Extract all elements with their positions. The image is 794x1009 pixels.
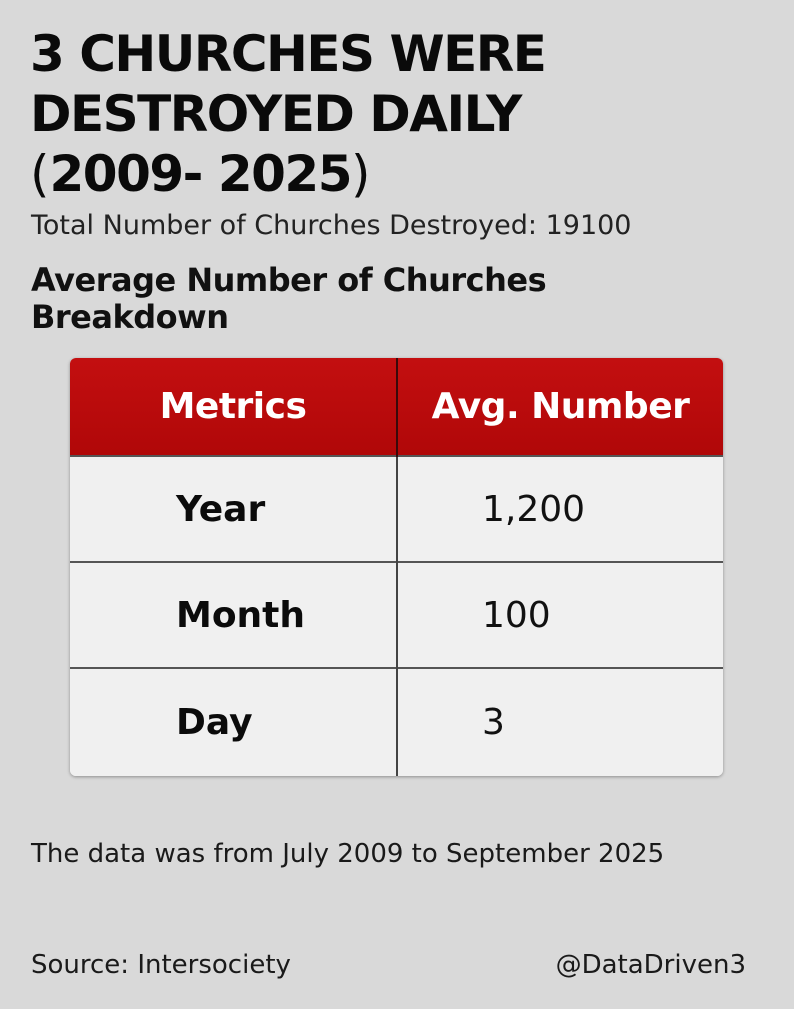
metric-cell: Year [70,455,398,562]
table-header-row: Metrics Avg. Number [70,358,723,456]
metrics-table: Metrics Avg. Number Year 1,200 Month 100… [70,358,723,776]
subheading-line-2: Breakdown [31,298,229,336]
headline-line-2: DESTROYED DAILY [30,85,522,143]
metric-month: Month [176,594,306,636]
headline-paren-open: ( [30,145,50,203]
header-metrics: Metrics [70,358,398,456]
table-body: Year 1,200 Month 100 Day 3 [70,455,723,776]
table-header: Metrics Avg. Number [70,358,723,456]
headline-line-1: 3 CHURCHES WERE [30,25,547,83]
author-handle: @DataDriven3 [555,950,746,980]
metric-year: Year [176,488,266,530]
headline-paren-close: ) [351,145,371,203]
table-row: Month 100 [70,561,723,668]
headline: 3 CHURCHES WERE DESTROYED DAILY (2009- 2… [30,24,770,204]
table-row: Day 3 [70,667,723,776]
metric-day: Day [176,702,253,743]
value-cell: 100 [397,561,723,668]
metrics-table-container: Metrics Avg. Number Year 1,200 Month 100… [70,358,723,776]
value-day: 3 [482,702,505,743]
source-credit: Source: Intersociety [31,950,291,980]
headline-line-3: (2009- 2025) [30,144,770,204]
value-cell: 3 [397,667,723,776]
table-subheading: Average Number of Churches Breakdown [31,262,751,336]
date-range-note: The data was from July 2009 to September… [31,839,665,869]
headline-years: 2009- 2025 [49,145,353,203]
header-avg-number: Avg. Number [431,386,690,427]
table-row: Year 1,200 [70,455,723,562]
value-month: 100 [482,594,551,636]
value-year: 1,200 [482,488,586,530]
metric-cell: Day [70,667,398,776]
value-cell: 1,200 [397,455,723,562]
total-churches-text: Total Number of Churches Destroyed: 1910… [31,210,632,241]
metric-cell: Month [70,561,398,668]
subheading-line-1: Average Number of Churches [31,261,547,299]
